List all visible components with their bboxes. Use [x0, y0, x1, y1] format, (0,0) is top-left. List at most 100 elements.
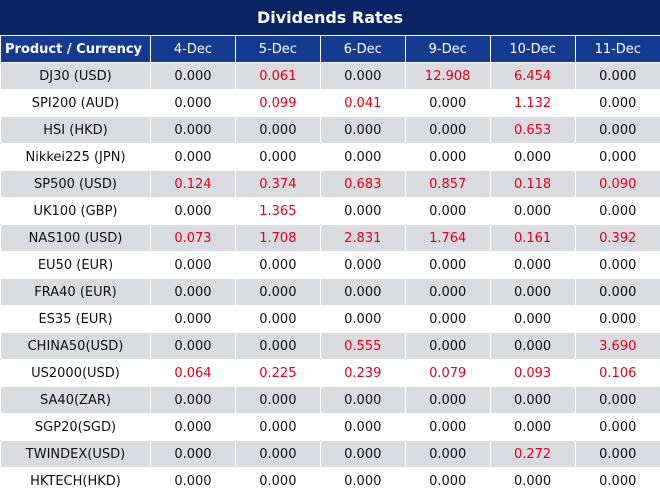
product-cell: CHINA50(USD): [1, 333, 151, 360]
rate-cell: 0.000: [320, 306, 405, 333]
rate-cell: 0.000: [575, 117, 660, 144]
product-cell: UK100 (GBP): [1, 198, 151, 225]
rate-cell: 0.000: [320, 63, 405, 90]
rate-cell: 0.000: [405, 90, 490, 117]
page: {"title": "Dividends Rates", "table": { …: [0, 0, 660, 478]
rate-cell: 0.000: [405, 252, 490, 279]
rate-cell: 0.392: [575, 225, 660, 252]
rate-cell: 0.000: [575, 468, 660, 494]
rate-cell: 0.000: [575, 144, 660, 171]
rate-cell: 0.000: [575, 90, 660, 117]
rate-cell: 0.000: [151, 198, 236, 225]
rate-cell: 0.061: [235, 63, 320, 90]
rate-cell: 0.161: [490, 225, 575, 252]
rate-cell: 0.000: [320, 279, 405, 306]
rate-cell: 0.000: [235, 333, 320, 360]
product-cell: HSI (HKD): [1, 117, 151, 144]
rate-cell: 0.000: [575, 252, 660, 279]
rate-cell: 0.000: [575, 198, 660, 225]
rate-cell: 1.708: [235, 225, 320, 252]
rate-cell: 0.000: [405, 144, 490, 171]
rate-cell: 0.000: [405, 468, 490, 494]
rate-cell: 0.093: [490, 360, 575, 387]
rate-cell: 0.090: [575, 171, 660, 198]
table-title: Dividends Rates: [0, 0, 660, 35]
rate-cell: 0.000: [320, 252, 405, 279]
product-cell: TWINDEX(USD): [1, 441, 151, 468]
rate-cell: 0.000: [490, 306, 575, 333]
product-cell: HKTECH(HKD): [1, 468, 151, 494]
rate-cell: 0.000: [575, 63, 660, 90]
rate-cell: 0.000: [490, 144, 575, 171]
rate-cell: 0.000: [151, 90, 236, 117]
rate-cell: 0.124: [151, 171, 236, 198]
rate-cell: 0.118: [490, 171, 575, 198]
rate-cell: 0.099: [235, 90, 320, 117]
rate-cell: 0.000: [320, 387, 405, 414]
rate-cell: 0.000: [320, 414, 405, 441]
rate-cell: 0.000: [490, 468, 575, 494]
rate-cell: 0.683: [320, 171, 405, 198]
rate-cell: 0.000: [405, 306, 490, 333]
header-cell: 5-Dec: [235, 36, 320, 63]
product-cell: EU50 (EUR): [1, 252, 151, 279]
rate-cell: 0.000: [575, 279, 660, 306]
rate-cell: 0.000: [151, 252, 236, 279]
rate-cell: 0.000: [405, 279, 490, 306]
rate-cell: 0.000: [151, 144, 236, 171]
rate-cell: 0.106: [575, 360, 660, 387]
product-cell: SGP20(SGD): [1, 414, 151, 441]
rate-cell: 0.000: [405, 414, 490, 441]
rate-cell: 0.000: [235, 441, 320, 468]
header-cell: Product / Currency: [1, 36, 151, 63]
rate-cell: 1.764: [405, 225, 490, 252]
rate-cell: 0.555: [320, 333, 405, 360]
rate-cell: 12.908: [405, 63, 490, 90]
rate-cell: 0.374: [235, 171, 320, 198]
header-cell: 4-Dec: [151, 36, 236, 63]
rate-cell: 0.000: [151, 387, 236, 414]
rate-cell: 0.041: [320, 90, 405, 117]
rate-cell: 0.272: [490, 441, 575, 468]
rate-cell: 0.000: [490, 414, 575, 441]
rate-cell: 0.000: [320, 468, 405, 494]
rate-cell: 0.000: [235, 144, 320, 171]
rate-cell: 0.000: [320, 441, 405, 468]
header-cell: 11-Dec: [575, 36, 660, 63]
rate-cell: 0.000: [405, 333, 490, 360]
rate-cell: 0.000: [151, 333, 236, 360]
rate-cell: 0.000: [575, 441, 660, 468]
rate-cell: 0.000: [405, 117, 490, 144]
rate-cell: 0.000: [151, 63, 236, 90]
rate-cell: 0.000: [151, 441, 236, 468]
rate-cell: 0.000: [320, 198, 405, 225]
product-cell: FRA40 (EUR): [1, 279, 151, 306]
rate-cell: 0.653: [490, 117, 575, 144]
rate-cell: 0.000: [235, 468, 320, 494]
product-cell: ES35 (EUR): [1, 306, 151, 333]
rate-cell: 0.000: [151, 279, 236, 306]
rate-cell: 0.079: [405, 360, 490, 387]
rate-cell: 0.064: [151, 360, 236, 387]
rate-cell: 1.365: [235, 198, 320, 225]
rate-cell: 0.000: [235, 387, 320, 414]
header-cell: 9-Dec: [405, 36, 490, 63]
rate-cell: 2.831: [320, 225, 405, 252]
product-cell: SA40(ZAR): [1, 387, 151, 414]
rate-cell: 0.000: [490, 387, 575, 414]
rate-cell: 0.000: [490, 198, 575, 225]
rate-cell: 0.000: [235, 414, 320, 441]
rate-cell: 6.454: [490, 63, 575, 90]
